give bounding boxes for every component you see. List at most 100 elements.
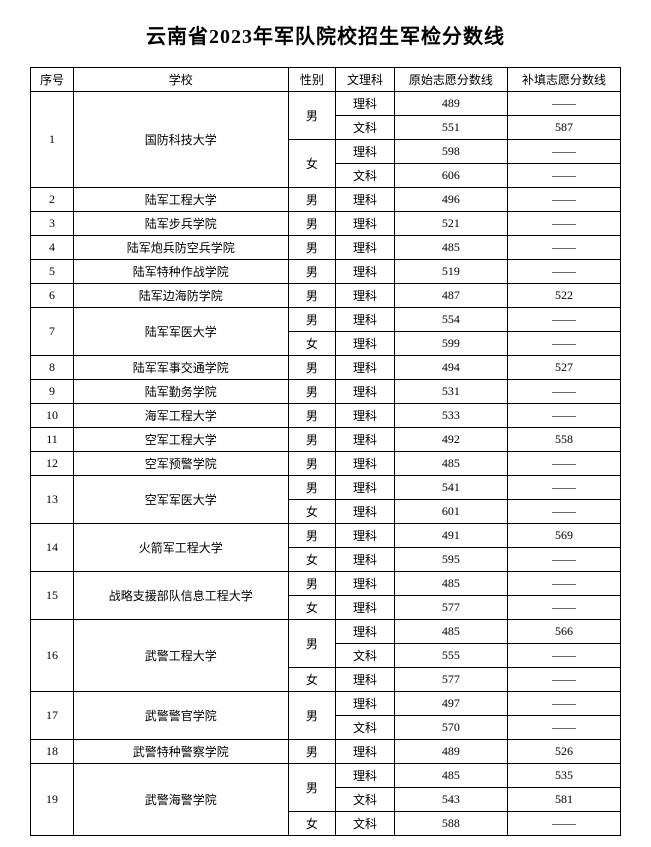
cell-subject: 理科 <box>336 92 395 116</box>
cell-subject: 文科 <box>336 788 395 812</box>
cell-gender: 男 <box>288 740 335 764</box>
table-row: 12空军预警学院男理科485—— <box>31 452 621 476</box>
cell-score1: 487 <box>394 284 507 308</box>
cell-subject: 文科 <box>336 716 395 740</box>
cell-subject: 理科 <box>336 308 395 332</box>
cell-school: 陆军军医大学 <box>73 308 288 356</box>
cell-subject: 理科 <box>336 140 395 164</box>
cell-score2: 566 <box>507 620 620 644</box>
cell-gender: 女 <box>288 500 335 524</box>
cell-score2: —— <box>507 380 620 404</box>
table-row: 1国防科技大学男理科489—— <box>31 92 621 116</box>
cell-subject: 理科 <box>336 476 395 500</box>
page-title: 云南省2023年军队院校招生军检分数线 <box>30 20 621 49</box>
header-score1: 原始志愿分数线 <box>394 68 507 92</box>
cell-score1: 521 <box>394 212 507 236</box>
cell-no: 15 <box>31 572 74 620</box>
cell-gender: 男 <box>288 452 335 476</box>
cell-score1: 595 <box>394 548 507 572</box>
table-row: 6陆军边海防学院男理科487522 <box>31 284 621 308</box>
table-header-row: 序号 学校 性别 文理科 原始志愿分数线 补填志愿分数线 <box>31 68 621 92</box>
cell-gender: 男 <box>288 260 335 284</box>
cell-score1: 577 <box>394 596 507 620</box>
table-row: 7陆军军医大学男理科554—— <box>31 308 621 332</box>
cell-score2: —— <box>507 308 620 332</box>
cell-subject: 理科 <box>336 764 395 788</box>
cell-subject: 文科 <box>336 812 395 836</box>
cell-gender: 女 <box>288 812 335 836</box>
table-row: 5陆军特种作战学院男理科519—— <box>31 260 621 284</box>
cell-subject: 文科 <box>336 164 395 188</box>
cell-no: 13 <box>31 476 74 524</box>
table-row: 15战略支援部队信息工程大学男理科485—— <box>31 572 621 596</box>
cell-score2: —— <box>507 188 620 212</box>
cell-no: 1 <box>31 92 74 188</box>
cell-gender: 男 <box>288 572 335 596</box>
cell-gender: 女 <box>288 596 335 620</box>
cell-no: 14 <box>31 524 74 572</box>
cell-school: 陆军特种作战学院 <box>73 260 288 284</box>
cell-score1: 485 <box>394 236 507 260</box>
cell-score1: 598 <box>394 140 507 164</box>
cell-gender: 男 <box>288 284 335 308</box>
header-school: 学校 <box>73 68 288 92</box>
cell-no: 3 <box>31 212 74 236</box>
cell-no: 4 <box>31 236 74 260</box>
cell-score1: 554 <box>394 308 507 332</box>
cell-gender: 男 <box>288 380 335 404</box>
cell-score2: —— <box>507 596 620 620</box>
cell-no: 11 <box>31 428 74 452</box>
cell-score2: —— <box>507 548 620 572</box>
cell-score2: —— <box>507 452 620 476</box>
cell-gender: 女 <box>288 332 335 356</box>
cell-score1: 485 <box>394 452 507 476</box>
cell-school: 火箭军工程大学 <box>73 524 288 572</box>
header-gender: 性别 <box>288 68 335 92</box>
cell-no: 9 <box>31 380 74 404</box>
cell-score1: 601 <box>394 500 507 524</box>
cell-subject: 理科 <box>336 284 395 308</box>
cell-no: 5 <box>31 260 74 284</box>
cell-gender: 男 <box>288 404 335 428</box>
cell-school: 国防科技大学 <box>73 92 288 188</box>
cell-score2: —— <box>507 164 620 188</box>
cell-subject: 理科 <box>336 404 395 428</box>
cell-score2: —— <box>507 212 620 236</box>
cell-no: 8 <box>31 356 74 380</box>
cell-gender: 男 <box>288 308 335 332</box>
cell-gender: 男 <box>288 524 335 548</box>
cell-score2: —— <box>507 572 620 596</box>
cell-school: 陆军炮兵防空兵学院 <box>73 236 288 260</box>
cell-score1: 489 <box>394 92 507 116</box>
cell-score1: 489 <box>394 740 507 764</box>
cell-score2: —— <box>507 404 620 428</box>
cell-score1: 555 <box>394 644 507 668</box>
cell-subject: 理科 <box>336 740 395 764</box>
cell-score1: 485 <box>394 620 507 644</box>
cell-no: 2 <box>31 188 74 212</box>
cell-subject: 理科 <box>336 692 395 716</box>
cell-gender: 男 <box>288 764 335 812</box>
cell-no: 19 <box>31 764 74 836</box>
cell-score2: —— <box>507 236 620 260</box>
cell-subject: 理科 <box>336 212 395 236</box>
cell-gender: 男 <box>288 356 335 380</box>
cell-school: 战略支援部队信息工程大学 <box>73 572 288 620</box>
cell-score1: 485 <box>394 572 507 596</box>
cell-subject: 理科 <box>336 188 395 212</box>
table-row: 2陆军工程大学男理科496—— <box>31 188 621 212</box>
cell-school: 武警工程大学 <box>73 620 288 692</box>
cell-score2: —— <box>507 716 620 740</box>
cell-score2: 526 <box>507 740 620 764</box>
cell-score2: 569 <box>507 524 620 548</box>
cell-gender: 男 <box>288 620 335 668</box>
score-table: 序号 学校 性别 文理科 原始志愿分数线 补填志愿分数线 1国防科技大学男理科4… <box>30 67 621 836</box>
table-row: 3陆军步兵学院男理科521—— <box>31 212 621 236</box>
cell-score1: 494 <box>394 356 507 380</box>
cell-school: 陆军步兵学院 <box>73 212 288 236</box>
cell-gender: 女 <box>288 668 335 692</box>
cell-no: 16 <box>31 620 74 692</box>
cell-score1: 543 <box>394 788 507 812</box>
table-row: 8陆军军事交通学院男理科494527 <box>31 356 621 380</box>
cell-subject: 文科 <box>336 644 395 668</box>
